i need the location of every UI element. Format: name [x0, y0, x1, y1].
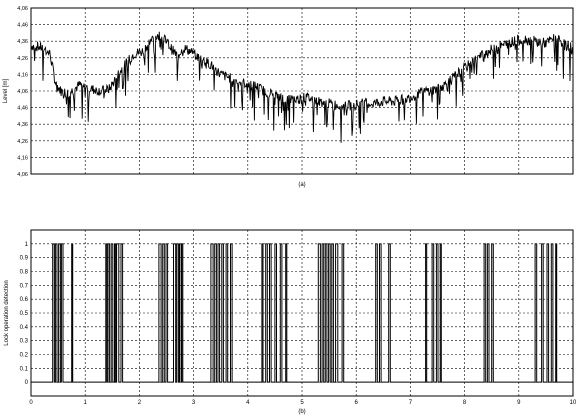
- lock-detection-y-tick-label: 0.4: [20, 325, 29, 331]
- level-chart-y-ticks: 4,06 4,16 4,26 4,36 4,46 4,06 4,16 4,26 4,36 4,46…: [17, 6, 28, 178]
- lock-detection-y-tick-label: 0.2: [20, 353, 29, 359]
- lock-detection-y-tick-label: 0.3: [20, 339, 29, 345]
- lock-detection-y-tick-label: 0.8: [20, 270, 29, 276]
- lock-detection-chart-y-axis-label: Lock operation detection: [4, 280, 10, 345]
- level-chart-y-tick-label: 4,36: [17, 122, 28, 128]
- lock-detection-y-tick-label: 0.7: [20, 283, 29, 289]
- level-chart-y-tick-label: 4,06: [17, 89, 28, 95]
- level-chart-y-tick-label: 4,06: [17, 172, 28, 178]
- level-chart-y-tick-label: 4,06: [17, 6, 28, 12]
- lock-detection-x-tick-label: 9: [517, 400, 521, 406]
- level-chart-y-tick-label: 4,16: [17, 155, 28, 161]
- lock-detection-chart: 0 0.1 0.2 0.3 0.4 0.5 0.6 0.7 0.8 0.9 1 0 1 2 3 4 5 6 7 8 9…: [4, 229, 576, 415]
- lock-detection-x-tick-label: 7: [409, 400, 413, 406]
- level-chart-y-tick-label: 4,46: [17, 106, 28, 112]
- level-chart-y-tick-label: 4,26: [17, 56, 28, 62]
- lock-detection-x-tick-label: 0: [29, 400, 33, 406]
- lock-detection-y-tick-label: 0.1: [20, 366, 29, 372]
- lock-detection-x-tick-label: 10: [570, 400, 576, 406]
- lock-detection-chart-x-ticks: 0 1 2 3 4 5 6 7 8 9 10: [29, 400, 576, 406]
- level-chart-caption: (a): [298, 182, 305, 188]
- level-chart: 4,06 4,16 4,26 4,36 4,46 4,06 4,16 4,26 4,36 4,46…: [3, 6, 574, 188]
- lock-detection-y-tick-label: 0.6: [20, 297, 29, 303]
- lock-detection-x-tick-label: 6: [355, 400, 359, 406]
- level-chart-y-tick-label: 4,46: [17, 23, 28, 29]
- lock-detection-x-tick-label: 3: [192, 400, 196, 406]
- lock-detection-x-tick-label: 1: [84, 400, 88, 406]
- level-chart-y-axis-label: Level [m]: [3, 78, 9, 103]
- lock-detection-series-line: [31, 243, 573, 383]
- level-series-line: [30, 31, 574, 143]
- level-chart-grid: [31, 8, 573, 174]
- lock-detection-y-tick-label: 1: [25, 242, 29, 248]
- lock-detection-x-tick-label: 8: [463, 400, 467, 406]
- level-chart-y-tick-label: 4,36: [17, 39, 28, 45]
- lock-detection-y-tick-label: 0.5: [20, 311, 29, 317]
- level-chart-y-tick-label: 4,26: [17, 139, 28, 145]
- level-chart-y-tick-label: 4,16: [17, 72, 28, 78]
- lock-detection-y-tick-label: 0: [25, 380, 29, 386]
- lock-detection-x-tick-label: 5: [300, 400, 304, 406]
- lock-detection-chart-y-ticks: 0 0.1 0.2 0.3 0.4 0.5 0.6 0.7 0.8 0.9 1: [20, 242, 29, 386]
- lock-detection-x-tick-label: 2: [138, 400, 142, 406]
- lock-detection-y-tick-label: 0.9: [20, 256, 29, 262]
- lock-detection-x-tick-label: 4: [246, 400, 250, 406]
- lock-detection-chart-caption: (b): [298, 409, 305, 415]
